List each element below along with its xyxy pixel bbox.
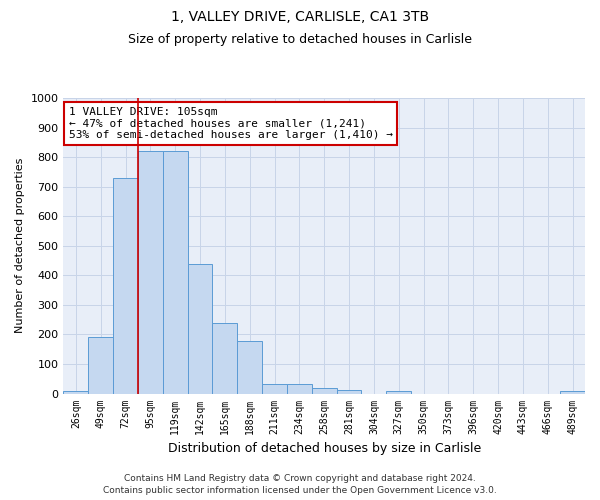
Text: 1 VALLEY DRIVE: 105sqm
← 47% of detached houses are smaller (1,241)
53% of semi-: 1 VALLEY DRIVE: 105sqm ← 47% of detached… bbox=[68, 107, 392, 140]
Bar bbox=[337, 390, 361, 394]
Text: 1, VALLEY DRIVE, CARLISLE, CA1 3TB: 1, VALLEY DRIVE, CARLISLE, CA1 3TB bbox=[171, 10, 429, 24]
Bar bbox=[386, 392, 411, 394]
Bar bbox=[64, 390, 88, 394]
Bar bbox=[262, 384, 287, 394]
Y-axis label: Number of detached properties: Number of detached properties bbox=[15, 158, 25, 334]
Bar bbox=[138, 151, 163, 394]
Bar bbox=[188, 264, 212, 394]
Bar bbox=[212, 323, 237, 394]
Bar bbox=[237, 341, 262, 394]
Bar bbox=[113, 178, 138, 394]
X-axis label: Distribution of detached houses by size in Carlisle: Distribution of detached houses by size … bbox=[167, 442, 481, 455]
Bar bbox=[560, 391, 585, 394]
Text: Size of property relative to detached houses in Carlisle: Size of property relative to detached ho… bbox=[128, 32, 472, 46]
Bar bbox=[163, 151, 188, 394]
Bar bbox=[287, 384, 312, 394]
Text: Contains HM Land Registry data © Crown copyright and database right 2024.
Contai: Contains HM Land Registry data © Crown c… bbox=[103, 474, 497, 495]
Bar bbox=[88, 338, 113, 394]
Bar bbox=[312, 388, 337, 394]
